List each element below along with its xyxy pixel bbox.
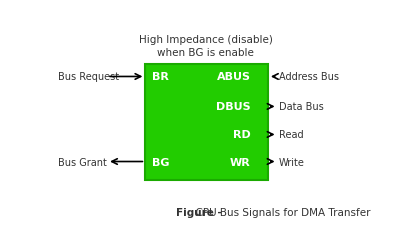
Text: RD: RD — [233, 130, 250, 140]
Text: Write: Write — [279, 157, 305, 167]
Text: BR: BR — [152, 72, 169, 82]
Text: ABUS: ABUS — [217, 72, 250, 82]
Text: Bus Grant: Bus Grant — [58, 157, 106, 167]
Text: DBUS: DBUS — [216, 102, 250, 112]
Text: WR: WR — [230, 157, 250, 167]
Text: Bus Request: Bus Request — [58, 72, 119, 82]
FancyBboxPatch shape — [145, 65, 268, 180]
Text: Figure -: Figure - — [175, 207, 222, 217]
Text: Read: Read — [279, 130, 304, 140]
Text: CPU Bus Signals for DMA Transfer: CPU Bus Signals for DMA Transfer — [189, 207, 371, 217]
Text: BG: BG — [152, 157, 169, 167]
Text: when BG is enable: when BG is enable — [157, 48, 254, 58]
Text: High Impedance (disable): High Impedance (disable) — [139, 35, 273, 45]
Text: Data Bus: Data Bus — [279, 102, 324, 112]
Text: Address Bus: Address Bus — [279, 72, 339, 82]
